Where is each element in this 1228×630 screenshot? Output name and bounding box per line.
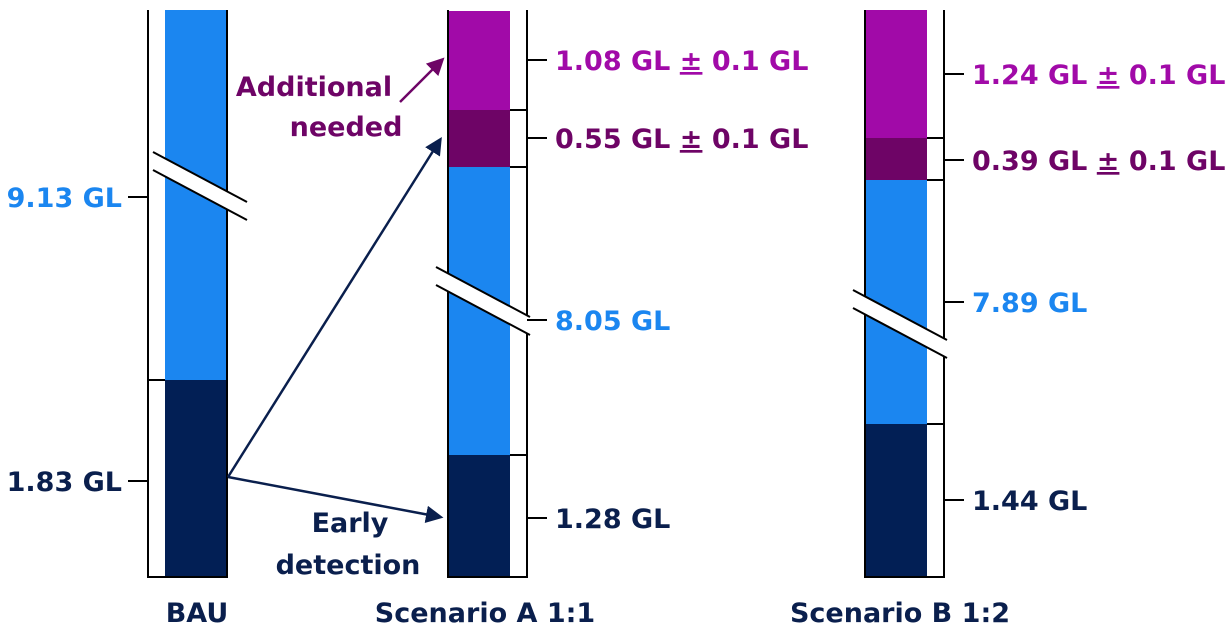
scenario-b-1-2-base-value-label: 7.89 GL [972, 288, 1087, 319]
scenario-b-1-2-additional-low-value-label: 0.39 GL ± 0.1 GL [972, 146, 1225, 177]
scenario-b-1-2-category-label: Scenario B 1:2 [790, 598, 1010, 629]
bau-axis-break [153, 152, 247, 220]
bau-base-value-label: 9.13 GL [7, 183, 122, 214]
scenario-a-1-1-early-segment [448, 455, 510, 577]
bau-to-additional-arrow [226, 137, 442, 478]
early-detection-arrow [227, 475, 444, 524]
scenario-a-1-1-base-value-label: 8.05 GL [555, 306, 670, 337]
bau-category-label: BAU [166, 598, 229, 629]
labels-layer: 1.83 GL 9.13 GL BAU 1.28 GL 8.05 GL 0.55 GL ±… [7, 46, 1226, 629]
scenario-b-1-2-frame [864, 10, 945, 578]
bau-break-line-upper [152, 151, 248, 203]
scenario-b-1-2-early-segment [865, 424, 927, 577]
bau-frame [147, 10, 228, 578]
arrows-layer [226, 57, 445, 524]
scenario-a-1-1-break-line-upper [435, 266, 531, 318]
scenario-b-1-2-axis-break [853, 290, 947, 358]
scenario-a-1-1-break-line-lower [435, 284, 531, 336]
scenario-a-1-1-additional-low-value-label: 0.55 GL ± 0.1 GL [555, 124, 808, 155]
scenario-a-1-1-additional-high-value-label: 1.08 GL ± 0.1 GL [555, 46, 808, 77]
additional-needed-annotation: Additional needed [236, 72, 403, 143]
scenario-a-1-1-early-value-label: 1.28 GL [555, 504, 670, 535]
breaks-layer [152, 151, 948, 359]
early-detection-annotation: Early detection [276, 508, 421, 581]
ticks-layer [128, 59, 964, 519]
scenario-a-1-1-additional-low-segment [448, 110, 510, 167]
scenario-a-1-1-category-label: Scenario A 1:1 [375, 598, 595, 629]
scenario-b-1-2-additional-high-value-label: 1.24 GL ± 0.1 GL [972, 60, 1225, 91]
scenario-b-1-2-additional-low-segment [865, 138, 927, 180]
scenario-b-1-2-break-line-upper [852, 289, 948, 341]
scenario-a-1-1-frame [447, 10, 528, 578]
bau-early-value-label: 1.83 GL [7, 467, 122, 498]
scenario-b-1-2-additional-high-segment [865, 10, 927, 138]
additional-needed-arrow [399, 57, 445, 103]
scenario-b-1-2-early-value-label: 1.44 GL [972, 486, 1087, 517]
scenario-b-1-2-break-line-lower [852, 307, 948, 359]
scenario-a-1-1-axis-break [436, 267, 530, 335]
bau-early-segment [165, 380, 227, 577]
frames-layer [147, 10, 945, 578]
bau-break-line-lower [152, 169, 248, 221]
scenario-a-1-1-additional-high-segment [448, 11, 510, 110]
